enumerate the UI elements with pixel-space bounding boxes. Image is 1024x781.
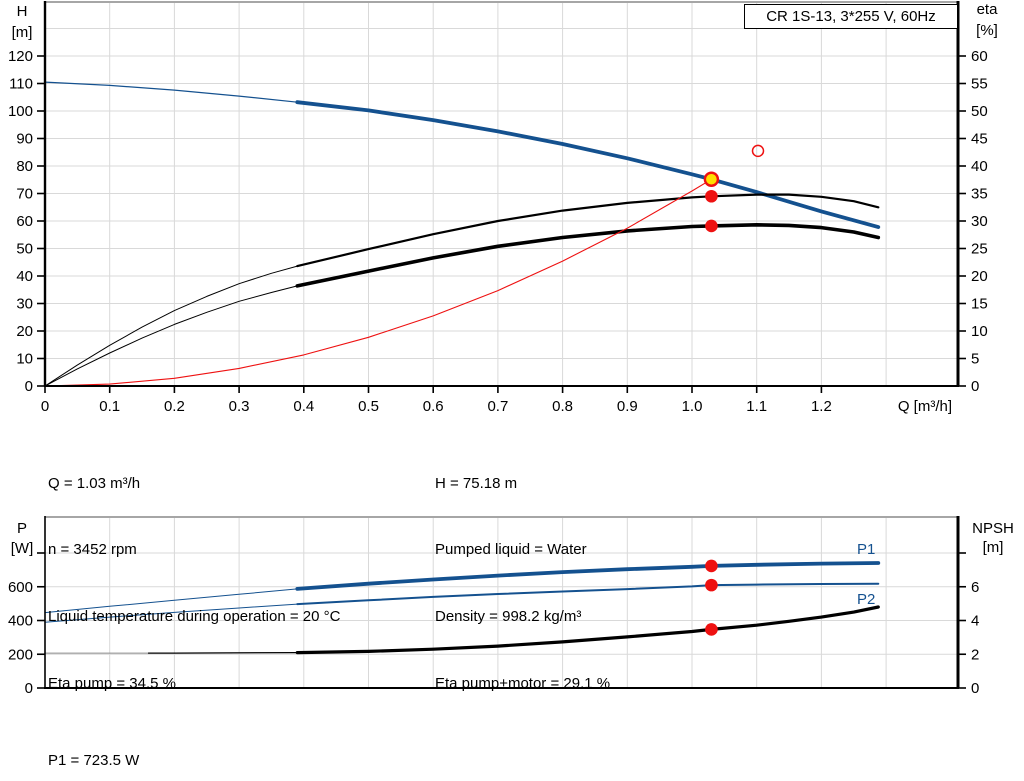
right-axis-tick-label: 10 — [971, 323, 988, 340]
npsh-point-marker — [705, 623, 718, 636]
duty-point-marker[interactable] — [703, 171, 720, 187]
right-axis-tick-label: 4 — [971, 613, 979, 630]
eta-pump-motor-point-marker — [705, 219, 718, 233]
duty-info-left-column: Q = 1.03 m³/h n = 3452 rpm Liquid temper… — [48, 428, 340, 740]
right-axis-tick-label: 30 — [971, 213, 988, 230]
eta-pump-motor-curve — [44, 285, 298, 387]
x-axis-tick-label: 0.1 — [99, 398, 120, 415]
pump-title: CR 1S-13, 3*255 V, 60Hz — [766, 8, 936, 25]
right-axis-tick-label: 25 — [971, 241, 988, 258]
right-axis-tick-label: 35 — [971, 186, 988, 203]
info-line-p1: P1 = 723.5 W — [48, 751, 140, 769]
x-axis-tick-label: 0.9 — [617, 398, 638, 415]
left-axis-tick-label: 110 — [9, 76, 33, 93]
p1-curve — [295, 561, 881, 591]
right-axis-tick-label: 0 — [971, 378, 979, 395]
right-axis-title: NPSH — [972, 520, 1014, 537]
left-axis-tick-label: 10 — [16, 351, 33, 368]
left-axis-tick-label: 30 — [16, 296, 33, 313]
right-axis-tick-label: 5 — [971, 351, 979, 368]
info-line-density: Density = 998.2 kg/m³ — [435, 608, 582, 626]
eta-pump-curve — [296, 193, 880, 268]
left-axis-tick-label: 100 — [8, 103, 33, 120]
x-axis-tick-label: 0.3 — [229, 398, 250, 415]
qh-eta-chart: 0 10 20 30 40 50 60 70 80 90 100 110 120 0 5 10 15 20 25 30… — [8, 1, 998, 415]
system-curve — [44, 178, 712, 387]
npsh-curve — [295, 605, 880, 655]
p2-curve — [296, 582, 880, 606]
right-axis-tick-label: 40 — [971, 158, 988, 175]
info-line-liquid-temp: Liquid temperature during operation = 20… — [48, 608, 341, 626]
npsh-curve — [147, 652, 298, 654]
head-curve — [44, 81, 298, 103]
left-axis-tick-label: 90 — [16, 131, 33, 148]
left-axis-tick-label: 0 — [25, 378, 33, 395]
info-line-n: n = 3452 rpm — [48, 541, 137, 559]
power-info-column: P1 = 723.5 W P2 = 609.7 W NPSH = 3.47 m — [48, 705, 153, 781]
right-axis-tick-label: 55 — [971, 76, 988, 93]
right-axis-tick-label: 20 — [971, 268, 988, 285]
pump-title-box: CR 1S-13, 3*255 V, 60Hz — [744, 4, 958, 29]
p2-point-marker — [705, 578, 718, 592]
right-axis-tick-label: 15 — [971, 296, 988, 313]
x-axis-tick-label: 0.2 — [164, 398, 185, 415]
info-line-h: H = 75.18 m — [435, 474, 518, 492]
head-curve — [295, 100, 881, 229]
power-npsh-chart: 0 200 400 600 0 2 4 6 P [W] NPSH [m] P1 P2 — [8, 516, 1014, 697]
rated-point-marker — [751, 144, 765, 158]
info-line-eta-pump: Eta pump = 34.5 % — [48, 675, 176, 693]
right-axis-title: eta — [977, 1, 999, 18]
left-axis-tick-label: 600 — [8, 579, 33, 596]
right-axis-title: [m] — [983, 539, 1004, 556]
left-axis-tick-label: 70 — [16, 186, 33, 203]
x-axis-tick-label: 1.1 — [746, 398, 767, 415]
right-axis-tick-label: 2 — [971, 646, 979, 663]
left-axis-tick-label: 40 — [16, 268, 33, 285]
left-axis-title: [m] — [12, 24, 33, 41]
left-axis-title: H — [17, 3, 28, 20]
info-line-q: Q = 1.03 m³/h — [48, 474, 141, 492]
x-axis-tick-label: 1.2 — [811, 398, 832, 415]
x-axis-tick-label: 1.0 — [682, 398, 703, 415]
left-axis-tick-label: 400 — [8, 613, 33, 630]
x-axis-title: Q [m³/h] — [898, 398, 952, 415]
left-axis-tick-label: 80 — [16, 158, 33, 175]
left-axis-tick-label: 50 — [16, 241, 33, 258]
duty-info-right-column: H = 75.18 m Pumped liquid = Water Densit… — [435, 428, 610, 740]
right-axis-tick-label: 45 — [971, 131, 988, 148]
right-axis-tick-label: 6 — [971, 579, 979, 596]
eta-pump-point-marker — [705, 189, 718, 203]
right-axis-tick-label: 0 — [971, 680, 979, 697]
curve-label-p1: P1 — [857, 541, 875, 558]
p1-curve — [44, 588, 298, 614]
x-axis-tick-label: 0 — [41, 398, 49, 415]
right-axis-tick-label: 60 — [971, 48, 988, 65]
left-axis-title: P — [17, 520, 27, 537]
eta-pump-motor-curve — [295, 223, 881, 288]
x-axis-tick-label: 0.8 — [552, 398, 573, 415]
left-axis-tick-label: 120 — [8, 48, 33, 65]
curve-label-p2: P2 — [857, 591, 875, 608]
p1-point-marker — [705, 559, 718, 573]
x-axis-tick-label: 0.6 — [423, 398, 444, 415]
left-axis-tick-label: 0 — [25, 680, 33, 697]
x-axis-tick-label: 0.5 — [358, 398, 379, 415]
p2-curve — [44, 603, 298, 623]
info-line-eta-pump-motor: Eta pump+motor = 29.1 % — [435, 675, 611, 693]
left-axis-tick-label: 20 — [16, 323, 33, 340]
left-axis-title: [W] — [11, 540, 34, 557]
right-axis-title: [%] — [976, 22, 998, 39]
right-axis-tick-label: 50 — [971, 103, 988, 120]
eta-pump-curve — [44, 265, 298, 387]
info-line-pumped-liquid: Pumped liquid = Water — [435, 541, 587, 559]
x-axis-tick-label: 0.4 — [293, 398, 314, 415]
left-axis-tick-label: 200 — [8, 646, 33, 663]
left-axis-tick-label: 60 — [16, 213, 33, 230]
x-axis-tick-label: 0.7 — [487, 398, 508, 415]
